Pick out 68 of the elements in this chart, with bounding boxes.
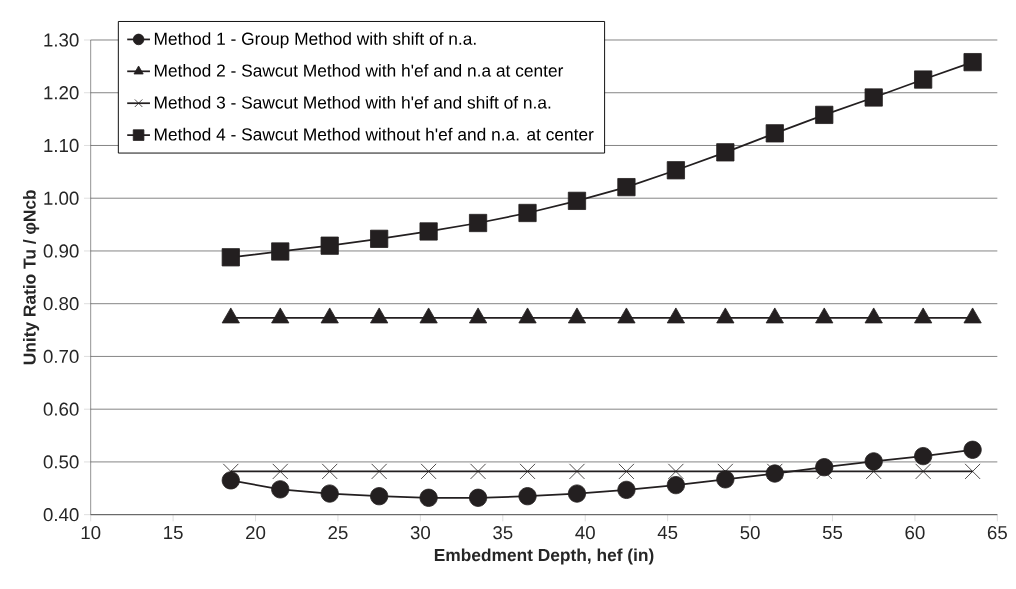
point [569, 463, 585, 480]
point [963, 440, 982, 459]
x-tick-label: 20 [246, 525, 266, 540]
y-tick-label: 1.20 [44, 85, 79, 100]
point [864, 88, 883, 107]
point [518, 203, 537, 222]
y-tick-label: 0.40 [43, 507, 79, 522]
point [915, 463, 932, 480]
y-tick-label: 0.50 [43, 455, 79, 469]
y-axis-title: Unity Ratio Tu / φNcb [22, 190, 40, 365]
y-tick-label: 0.60 [43, 402, 79, 416]
point [321, 463, 338, 480]
point [470, 463, 487, 480]
x-tick-label: 35 [493, 525, 513, 540]
point [617, 177, 636, 197]
point [370, 229, 389, 248]
x-axis-title: Embedment Depth, hef (in) [434, 548, 654, 565]
point [914, 70, 933, 89]
y-tick-label: 0.70 [43, 349, 79, 363]
point [469, 488, 488, 507]
x-tick-label: 15 [164, 525, 183, 539]
y-tick-label: 1.10 [44, 138, 79, 152]
x-tick-label: 25 [328, 525, 348, 540]
point [271, 242, 290, 261]
point [964, 463, 981, 480]
legend-label: Method 3 - Sawcut Method with h'ef and shift of n.a. [154, 95, 551, 109]
x-tick-label: 40 [575, 525, 595, 540]
point [815, 105, 834, 124]
point [320, 236, 339, 255]
point [567, 484, 587, 503]
x-tick-label: 10 [81, 525, 101, 540]
point [816, 463, 833, 480]
point [469, 213, 488, 232]
point [716, 143, 735, 162]
point [371, 463, 388, 480]
x-tick-label: 55 [822, 525, 843, 539]
point [420, 463, 437, 480]
point [370, 486, 389, 506]
point [419, 488, 438, 507]
y-tick-label: 1.30 [44, 33, 79, 47]
point [518, 486, 537, 506]
point [617, 480, 636, 499]
point [272, 463, 289, 480]
x-tick-label: 50 [740, 525, 760, 540]
y-tick-label: 1.00 [44, 191, 79, 205]
point [765, 124, 784, 143]
point [221, 248, 240, 267]
x-tick-label: 45 [657, 525, 678, 539]
legend-label: Method 2 - Sawcut Method with h'ef and n.a at center [154, 63, 564, 77]
point [419, 222, 438, 241]
point [667, 463, 684, 480]
point [864, 452, 883, 471]
x-tick-label: 30 [410, 525, 431, 540]
legend-label: Method 1 - Group Method with shift of n.a. [154, 31, 476, 49]
point [271, 480, 290, 499]
y-tick-label: 0.90 [43, 244, 79, 258]
point [618, 463, 635, 480]
point [666, 161, 685, 180]
point [963, 52, 982, 72]
point [320, 484, 339, 503]
y-tick-label: 0.80 [43, 296, 79, 311]
x-tick-label: 65 [987, 525, 1007, 540]
point [567, 191, 587, 210]
point [914, 446, 933, 466]
x-tick-label: 60 [905, 525, 925, 540]
legend-label: Method 4 - Sawcut Method without h'ef and n.a. at center [154, 127, 594, 141]
point [666, 475, 685, 495]
point [519, 463, 536, 480]
